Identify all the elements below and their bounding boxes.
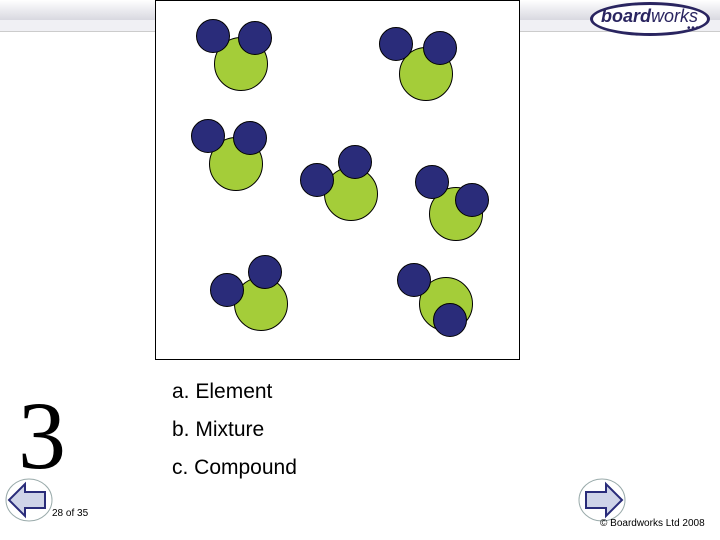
atom-blue — [415, 165, 449, 199]
atom-blue — [423, 31, 457, 65]
page-counter: 28 of 35 — [52, 508, 88, 519]
logo-dots: • • • — [687, 23, 698, 34]
atom-blue — [379, 27, 413, 61]
atom-blue — [433, 303, 467, 337]
question-number: 3 — [18, 380, 66, 491]
answer-options: a. Element b. Mixture c. Compound — [172, 380, 297, 494]
atom-blue — [455, 183, 489, 217]
answer-option[interactable]: a. Element — [172, 380, 297, 404]
atom-blue — [191, 119, 225, 153]
logo-part1: board — [601, 6, 651, 26]
atom-blue — [300, 163, 334, 197]
atom-blue — [397, 263, 431, 297]
atom-blue — [238, 21, 272, 55]
prev-arrow-button[interactable] — [5, 478, 53, 527]
atom-blue — [338, 145, 372, 179]
copyright-text: © Boardworks Ltd 2008 — [600, 518, 705, 529]
answer-option[interactable]: c. Compound — [172, 456, 297, 480]
molecule-diagram — [155, 0, 520, 360]
atom-blue — [210, 273, 244, 307]
answer-option[interactable]: b. Mixture — [172, 418, 297, 442]
logo-text: boardworks — [601, 6, 698, 27]
brand-logo: boardworks • • • — [580, 4, 710, 40]
atom-blue — [248, 255, 282, 289]
atom-blue — [233, 121, 267, 155]
atom-blue — [196, 19, 230, 53]
